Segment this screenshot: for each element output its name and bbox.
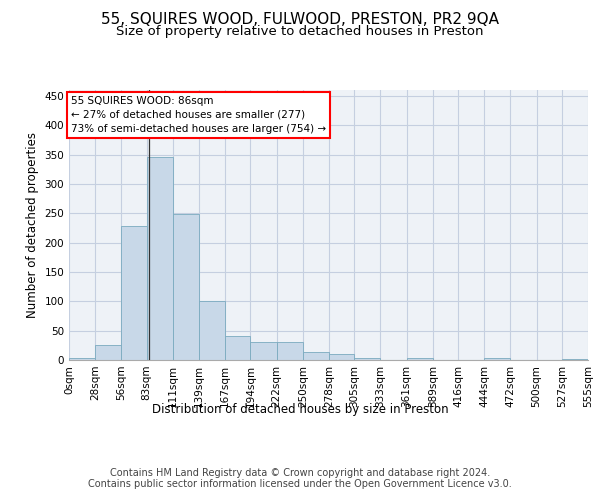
Bar bbox=[95, 346, 121, 360]
Bar bbox=[69, 358, 95, 360]
Bar bbox=[303, 352, 329, 360]
Bar bbox=[329, 354, 354, 360]
Y-axis label: Number of detached properties: Number of detached properties bbox=[26, 132, 39, 318]
Text: Contains public sector information licensed under the Open Government Licence v3: Contains public sector information licen… bbox=[88, 479, 512, 489]
Bar bbox=[146, 157, 173, 360]
Bar bbox=[277, 342, 303, 360]
Text: 55, SQUIRES WOOD, FULWOOD, PRESTON, PR2 9QA: 55, SQUIRES WOOD, FULWOOD, PRESTON, PR2 … bbox=[101, 12, 499, 28]
Text: Contains HM Land Registry data © Crown copyright and database right 2024.: Contains HM Land Registry data © Crown c… bbox=[110, 468, 490, 477]
Text: 55 SQUIRES WOOD: 86sqm
← 27% of detached houses are smaller (277)
73% of semi-de: 55 SQUIRES WOOD: 86sqm ← 27% of detached… bbox=[71, 96, 326, 134]
Bar bbox=[562, 359, 588, 360]
Bar bbox=[199, 300, 225, 360]
Bar bbox=[354, 358, 380, 360]
Text: Distribution of detached houses by size in Preston: Distribution of detached houses by size … bbox=[152, 402, 448, 415]
Bar bbox=[173, 214, 199, 360]
Bar bbox=[225, 336, 250, 360]
Bar bbox=[250, 342, 277, 360]
Bar bbox=[121, 226, 146, 360]
Text: Size of property relative to detached houses in Preston: Size of property relative to detached ho… bbox=[116, 25, 484, 38]
Bar bbox=[407, 358, 433, 360]
Bar bbox=[484, 358, 511, 360]
